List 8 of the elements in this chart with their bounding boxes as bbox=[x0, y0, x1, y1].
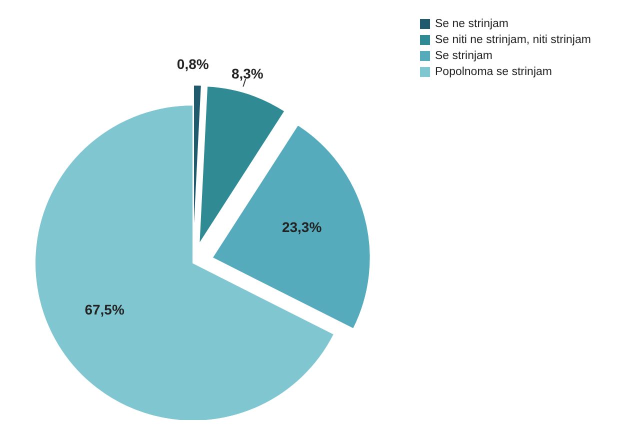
legend-label: Se strinjam bbox=[435, 50, 493, 62]
data-label: 67,5% bbox=[84, 301, 125, 318]
legend-label: Se ne strinjam bbox=[435, 18, 509, 30]
data-label: 8,3% bbox=[231, 65, 264, 82]
data-label: 0,8% bbox=[176, 56, 210, 72]
legend-label: Se niti ne strinjam, niti strinjam bbox=[435, 34, 591, 46]
legend-label: Popolnoma se strinjam bbox=[435, 66, 552, 78]
data-label: 23,3% bbox=[282, 219, 322, 236]
